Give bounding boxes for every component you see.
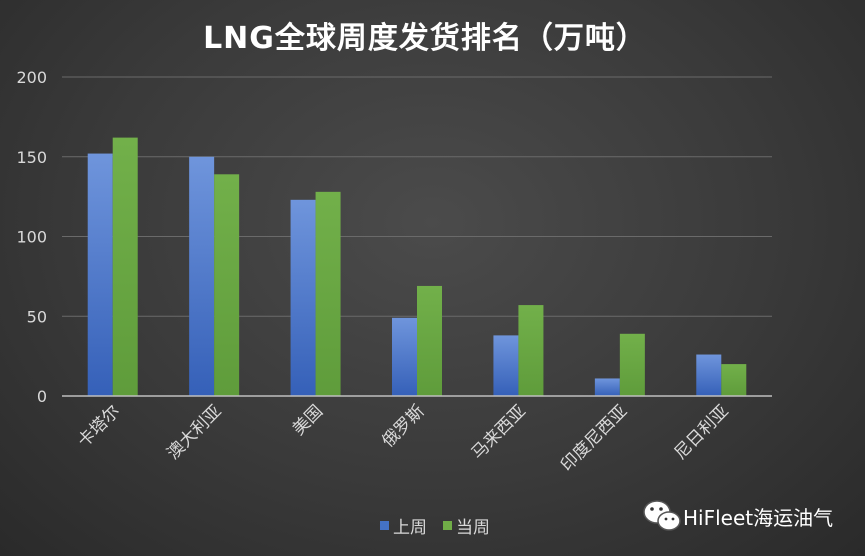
x-tick-label: 马来西亚 (468, 401, 530, 463)
x-tick-label: 卡塔尔 (74, 401, 124, 451)
legend: 上周 当周 (380, 518, 490, 538)
gridlines (62, 76, 772, 317)
bar-last-week (594, 378, 620, 396)
x-tick-label: 美国 (289, 401, 327, 439)
x-tick-label: 尼日利亚 (671, 401, 733, 463)
bar-this-week (214, 174, 240, 396)
bar-last-week (87, 153, 113, 396)
x-tick-label: 俄罗斯 (378, 401, 428, 451)
y-axis: 0 50 100 150 200 (16, 68, 47, 406)
bar-last-week (696, 354, 722, 396)
y-tick-label: 200 (16, 68, 47, 87)
bar-this-week (721, 364, 747, 396)
y-tick-label: 0 (37, 387, 47, 406)
watermark-text: HiFleet海运油气 (683, 506, 833, 530)
bar-last-week (290, 199, 316, 396)
legend-label-0: 上周 (393, 518, 427, 538)
chart-title: LNG全球周度发货排名（万吨） (203, 21, 647, 56)
bar-this-week (315, 191, 341, 396)
legend-label-1: 当周 (456, 518, 490, 538)
legend-swatch-0 (380, 521, 389, 530)
watermark: HiFleet海运油气 (643, 500, 833, 531)
bar-this-week (417, 285, 442, 396)
bars (87, 137, 747, 397)
bar-last-week (493, 335, 519, 396)
x-tick-label: 印度尼西亚 (557, 401, 631, 475)
x-tick-label: 澳大利亚 (163, 401, 225, 463)
bar-this-week (619, 333, 645, 396)
x-axis: 卡塔尔 澳大利亚 美国 俄罗斯 马来西亚 印度尼西亚 尼日利亚 (74, 401, 733, 475)
bar-last-week (189, 156, 215, 396)
bar-this-week (112, 137, 138, 397)
bar-last-week (392, 317, 417, 396)
y-tick-label: 150 (16, 148, 47, 167)
y-tick-label: 100 (16, 228, 47, 247)
y-tick-label: 50 (27, 307, 47, 326)
wechat-icon (643, 500, 681, 531)
legend-swatch-1 (443, 521, 452, 530)
bar-this-week (518, 305, 544, 396)
